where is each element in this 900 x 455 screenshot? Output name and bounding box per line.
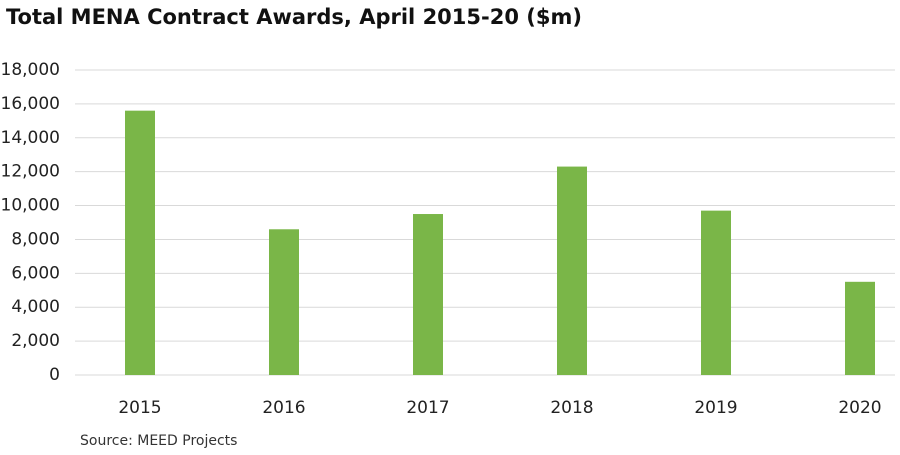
y-tick-label: 12,000 — [1, 162, 60, 182]
bar — [845, 281, 875, 375]
x-tick-label: 2020 — [838, 398, 881, 418]
y-tick-label: 2,000 — [11, 331, 60, 351]
x-tick-label: 2015 — [118, 398, 161, 418]
bar — [557, 166, 587, 375]
bar — [269, 229, 299, 375]
bar — [125, 110, 155, 376]
x-tick-label: 2017 — [406, 398, 449, 418]
chart-title: Total MENA Contract Awards, April 2015-2… — [6, 5, 582, 29]
y-tick-label: 10,000 — [1, 196, 60, 216]
y-tick-label: 16,000 — [1, 94, 60, 114]
x-tick-label: 2019 — [694, 398, 737, 418]
bar — [413, 214, 443, 375]
y-tick-label: 8,000 — [11, 229, 60, 249]
y-tick-label: 4,000 — [11, 297, 60, 317]
y-tick-label: 6,000 — [11, 263, 60, 283]
y-tick-label: 14,000 — [1, 128, 60, 148]
x-tick-label: 2016 — [262, 398, 305, 418]
x-tick-label: 2018 — [550, 398, 593, 418]
y-tick-label: 0 — [49, 365, 60, 385]
y-tick-label: 18,000 — [1, 60, 60, 80]
bar — [701, 210, 731, 375]
source-note: Source: MEED Projects — [80, 433, 237, 449]
